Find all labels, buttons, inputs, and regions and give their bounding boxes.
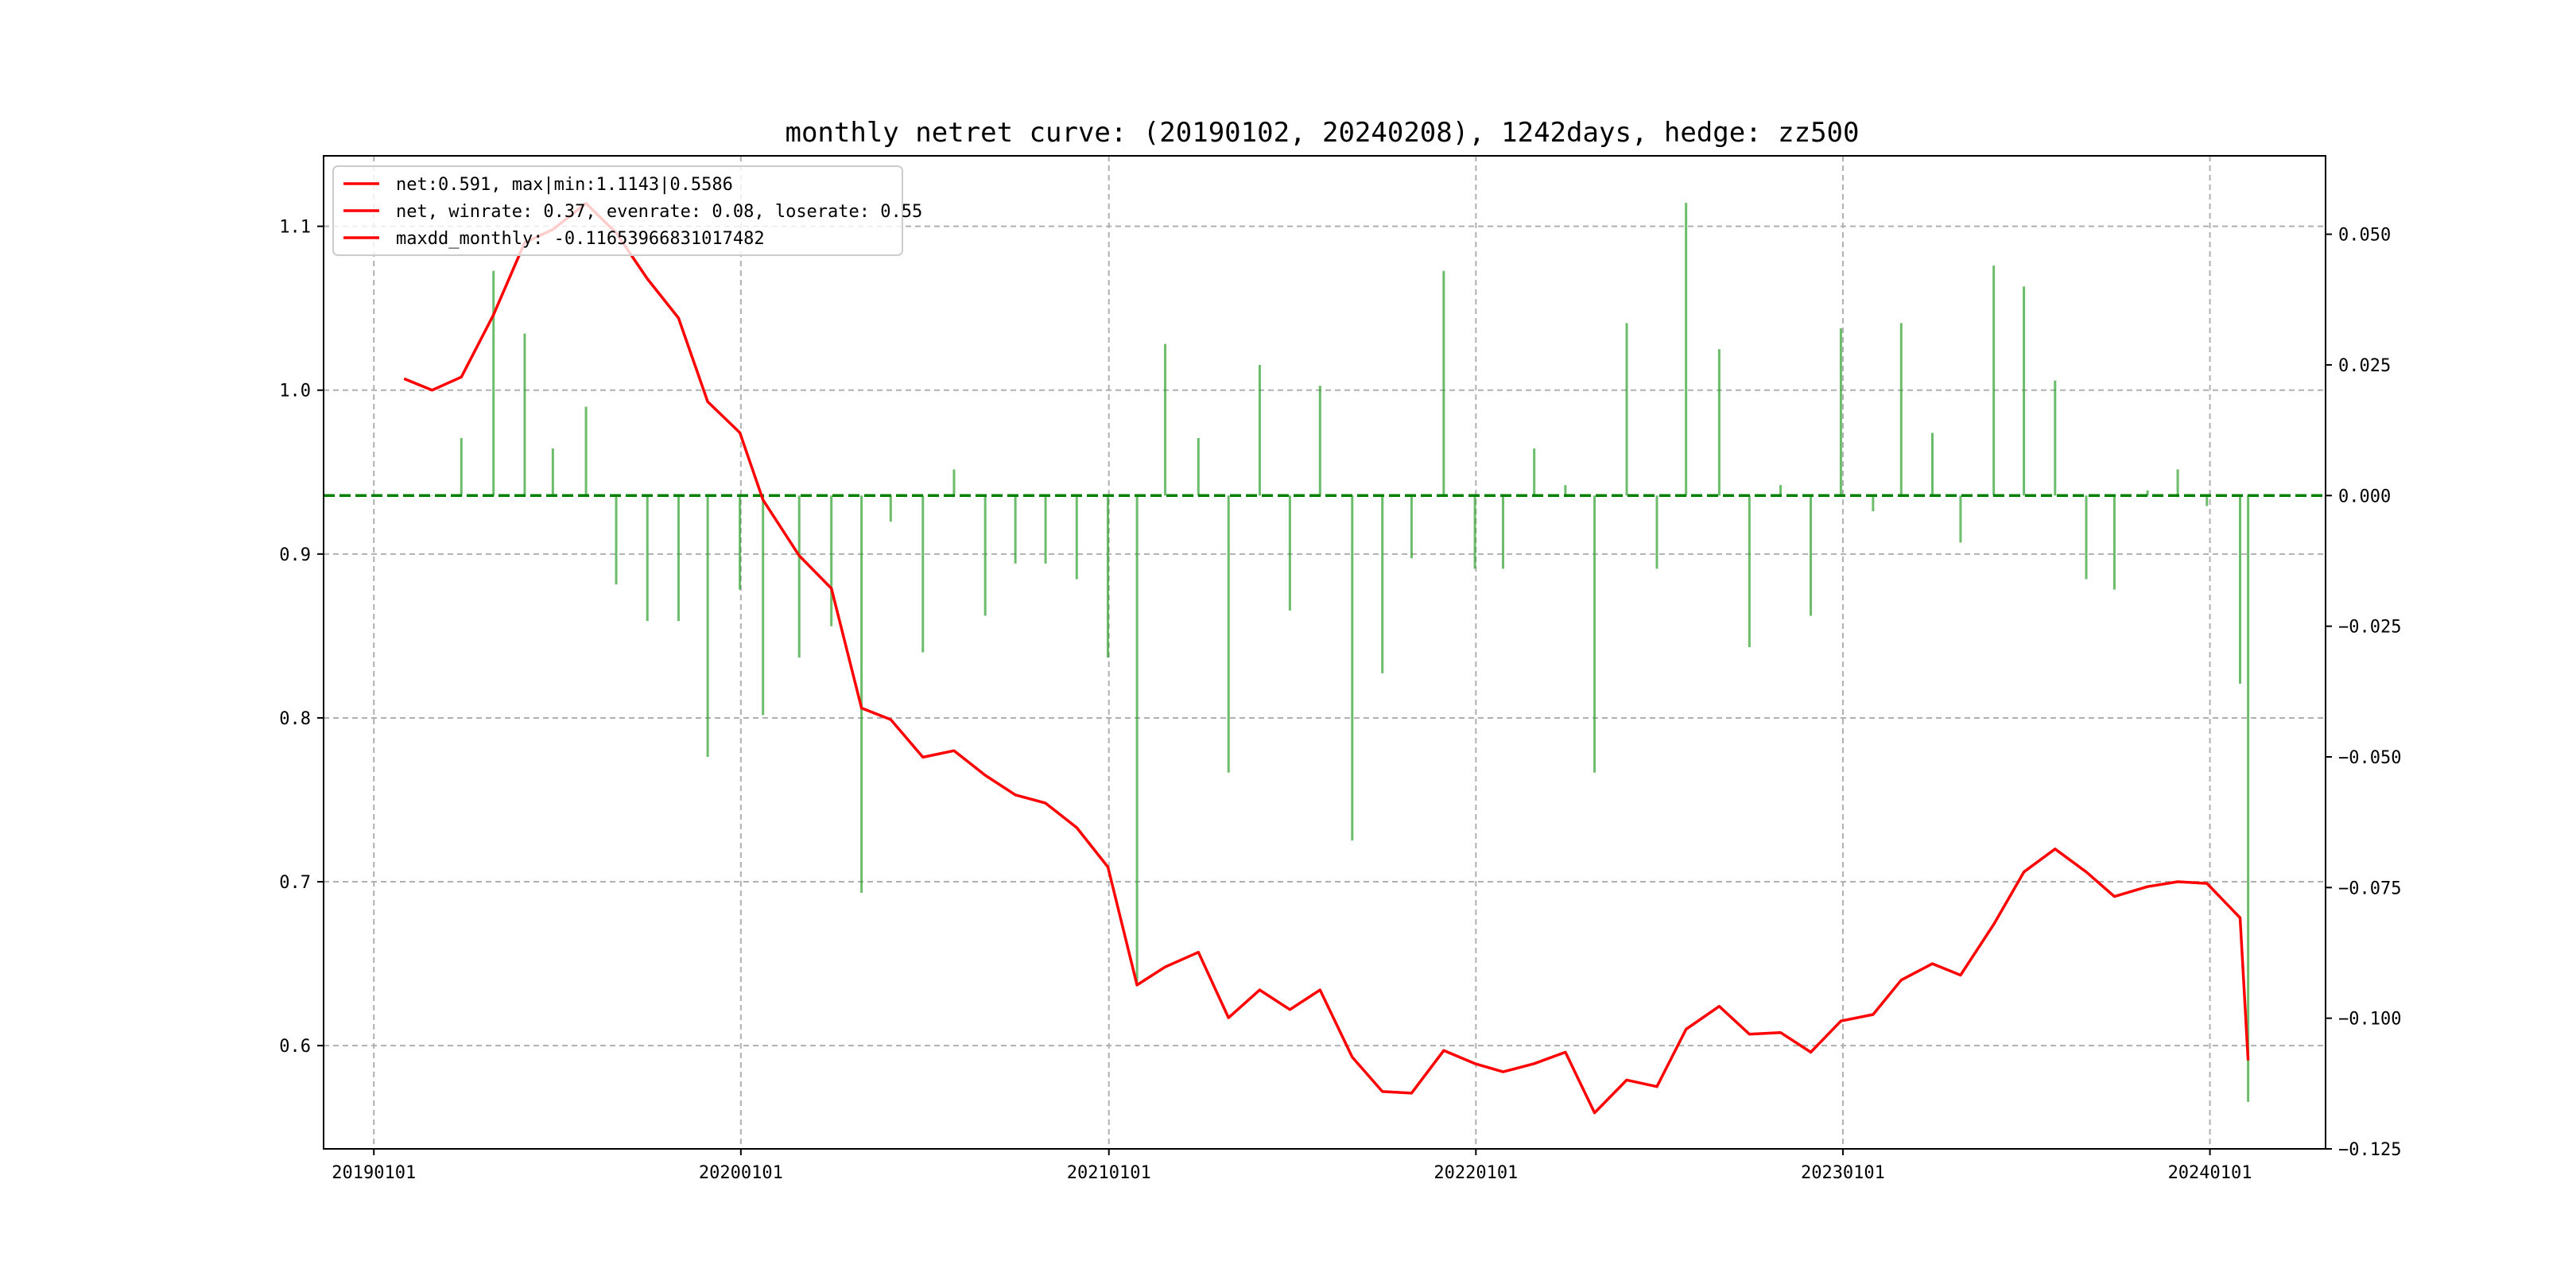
monthly-return-bar bbox=[1625, 323, 1628, 496]
monthly-return-bar bbox=[1227, 495, 1230, 773]
monthly-return-bar bbox=[2239, 495, 2242, 684]
x-tick-label: 20220101 bbox=[1433, 1163, 1518, 1183]
monthly-return-bar bbox=[1135, 495, 1139, 982]
monthly-return-bar bbox=[1044, 495, 1047, 564]
monthly-return-bar bbox=[860, 495, 863, 893]
monthly-return-bar bbox=[889, 495, 892, 522]
right-y-tick-label: −0.100 bbox=[2338, 1010, 2401, 1030]
right-y-tick-label: −0.025 bbox=[2338, 618, 2401, 638]
monthly-return-bar bbox=[1685, 203, 1688, 496]
monthly-return-bar bbox=[2247, 495, 2250, 1102]
monthly-return-bar bbox=[952, 469, 956, 496]
monthly-return-bar bbox=[1014, 495, 1017, 564]
monthly-return-bar bbox=[646, 495, 649, 622]
left-y-tick-label: 0.7 bbox=[279, 873, 311, 893]
monthly-return-bar bbox=[2085, 495, 2088, 580]
right-y-tick-label: −0.075 bbox=[2338, 879, 2401, 898]
monthly-return-bar bbox=[921, 495, 925, 653]
monthly-return-bar bbox=[983, 495, 987, 616]
monthly-return-bars bbox=[402, 203, 2250, 1102]
monthly-return-bar bbox=[1197, 437, 1200, 496]
monthly-return-bar bbox=[1839, 328, 1842, 496]
x-tick-label: 20190101 bbox=[332, 1163, 416, 1183]
monthly-return-bar bbox=[523, 333, 526, 496]
monthly-return-bar bbox=[1593, 495, 1596, 773]
legend-label-winrate: net, winrate: 0.37, evenrate: 0.08, lose… bbox=[396, 202, 922, 222]
right-y-tick-label: 0.000 bbox=[2338, 487, 2391, 506]
monthly-return-bar bbox=[2023, 286, 2026, 496]
monthly-return-bar bbox=[1381, 495, 1384, 673]
monthly-return-bar bbox=[739, 495, 742, 590]
monthly-return-bar bbox=[460, 437, 463, 496]
left-y-tick-label: 0.8 bbox=[279, 709, 311, 729]
right-y-tick-label: 0.025 bbox=[2338, 356, 2391, 376]
monthly-return-bar bbox=[1473, 495, 1476, 569]
monthly-return-bar bbox=[1351, 495, 1354, 841]
monthly-return-bar bbox=[1809, 495, 1812, 616]
monthly-return-bar bbox=[1899, 323, 1903, 496]
left-y-tick-label: 0.6 bbox=[279, 1037, 311, 1057]
monthly-return-bar bbox=[1748, 495, 1751, 647]
right-y-tick-label: 0.050 bbox=[2338, 226, 2391, 246]
monthly-return-bar bbox=[830, 495, 833, 627]
left-y-tick-label: 1.0 bbox=[279, 382, 311, 402]
monthly-return-bar bbox=[1318, 386, 1321, 496]
x-tick-label: 20210101 bbox=[1067, 1163, 1151, 1183]
right-y-tick-label: −0.125 bbox=[2338, 1140, 2401, 1160]
legend-box bbox=[332, 165, 903, 256]
monthly-return-bar bbox=[706, 495, 709, 757]
monthly-return-bar bbox=[1564, 485, 1567, 496]
legend: net:0.591, max|min:1.1143|0.5586 net, wi… bbox=[332, 165, 922, 256]
x-tick-label: 20200101 bbox=[699, 1163, 783, 1183]
monthly-return-bar bbox=[1258, 364, 1261, 496]
monthly-return-bar bbox=[551, 448, 554, 496]
monthly-return-bar bbox=[1533, 448, 1536, 496]
monthly-return-bar bbox=[1288, 495, 1291, 611]
monthly-return-bar bbox=[1075, 495, 1078, 580]
x-tick-label: 20240101 bbox=[2168, 1163, 2252, 1183]
chart-title: monthly netret curve: (20190102, 2024020… bbox=[785, 117, 1859, 149]
monthly-return-bar bbox=[2112, 495, 2116, 590]
monthly-return-bar bbox=[1931, 433, 1934, 496]
monthly-return-bar bbox=[431, 495, 434, 496]
monthly-return-bar bbox=[2146, 490, 2149, 496]
legend-label-net: net:0.591, max|min:1.1143|0.5586 bbox=[396, 175, 733, 195]
axis-ticks: 20190101 20200101 20210101 20220101 20230101… bbox=[279, 218, 2401, 1183]
x-tick-label: 20230101 bbox=[1801, 1163, 1885, 1183]
grid-layer bbox=[324, 156, 2326, 1149]
monthly-return-bar bbox=[492, 270, 495, 496]
monthly-return-bar bbox=[797, 495, 801, 658]
monthly-return-bar bbox=[1442, 270, 1445, 496]
monthly-return-bar bbox=[615, 495, 618, 585]
monthly-return-bar bbox=[677, 495, 680, 622]
monthly-return-bar bbox=[1410, 495, 1413, 559]
monthly-return-bar bbox=[2176, 469, 2179, 496]
left-y-tick-label: 0.9 bbox=[279, 545, 311, 565]
monthly-return-bar bbox=[1106, 495, 1109, 658]
monthly-return-bar bbox=[1164, 343, 1167, 496]
net-curve-line bbox=[403, 202, 2250, 1115]
monthly-return-bar bbox=[762, 495, 765, 716]
monthly-return-bar bbox=[1655, 495, 1658, 569]
monthly-return-bar bbox=[584, 406, 588, 496]
monthly-return-bar bbox=[1717, 349, 1721, 496]
monthly-return-bar bbox=[1779, 485, 1783, 496]
plot-frame bbox=[323, 155, 2326, 1150]
left-y-tick-label: 1.1 bbox=[279, 218, 311, 238]
monthly-return-bar bbox=[2206, 495, 2209, 506]
legend-label-maxdd: maxdd_monthly: -0.11653966831017482 bbox=[396, 229, 765, 249]
monthly-return-bar bbox=[1501, 495, 1504, 569]
monthly-return-bar bbox=[2054, 380, 2057, 496]
right-y-tick-label: −0.050 bbox=[2338, 748, 2401, 768]
monthly-return-bar bbox=[1992, 266, 1996, 496]
monthly-return-bar bbox=[1959, 495, 1962, 543]
monthly-return-bar bbox=[1872, 495, 1875, 512]
